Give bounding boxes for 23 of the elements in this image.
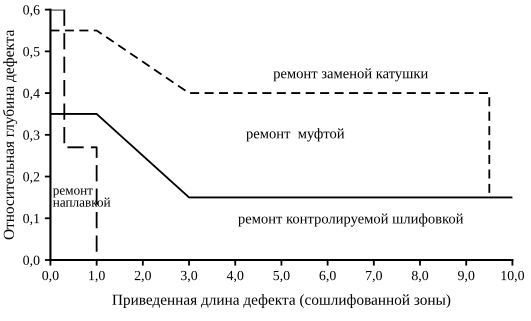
x-axis-title: Приведенная длина дефекта (сошлифованной зоны): [112, 294, 450, 308]
annotation: ремонт муфтой: [246, 128, 344, 142]
x-tick-label: 8,0: [412, 270, 428, 282]
x-tick-label: 6,0: [320, 270, 336, 282]
x-tick-label: 9,0: [458, 270, 474, 282]
y-tick-label: 0,2: [23, 172, 40, 184]
y-tick-label: 0,6: [23, 5, 40, 17]
annotation: ремонт заменой катушки: [273, 68, 428, 82]
y-tick-label: 0,1: [23, 214, 40, 226]
x-tick-label: 1,0: [89, 270, 105, 282]
y-tick-label: 0,0: [23, 256, 40, 267]
x-tick-label: 0,0: [42, 270, 59, 282]
y-axis-title: Относительная глубина дефекта: [2, 30, 18, 240]
x-tick-label: 2,0: [134, 270, 151, 282]
y-tick-label: 0,5: [23, 46, 40, 58]
x-tick-label: 3,0: [181, 270, 198, 282]
y-tick-label: 0,4: [23, 88, 40, 100]
annotation: ремонт контролируемой шлифовкой: [238, 213, 464, 227]
x-tick-label: 4,0: [226, 270, 244, 282]
x-tick-label: 7,0: [366, 270, 382, 282]
x-tick-label: 5,0: [274, 270, 290, 282]
x-tick-label: 10,0: [501, 270, 524, 282]
y-tick-label: 0,3: [23, 130, 40, 142]
